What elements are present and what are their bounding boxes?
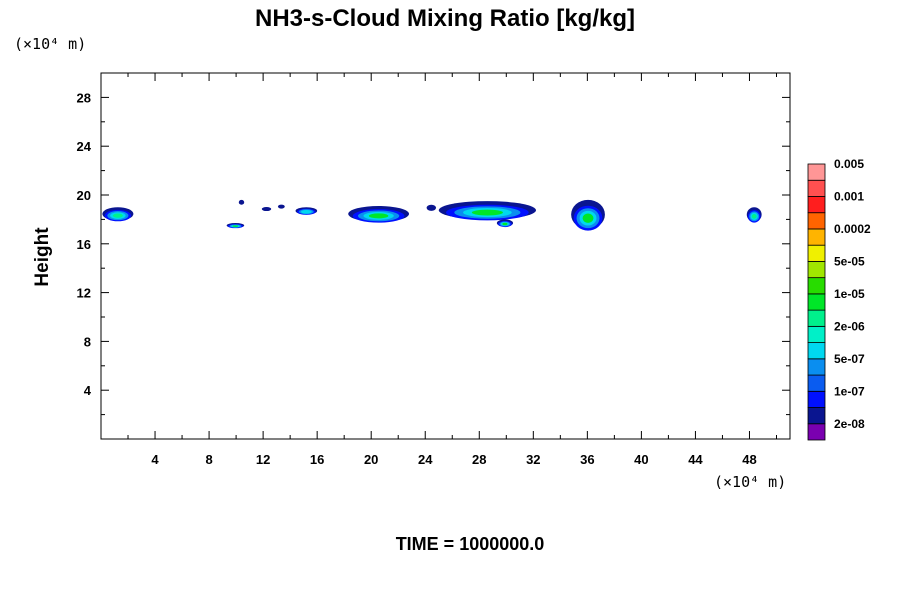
cloud-contour — [471, 209, 503, 216]
colorbar-swatch — [807, 342, 826, 360]
cloud-patch — [226, 223, 245, 229]
cloud-contour — [277, 204, 285, 209]
x-tick-label: 36 — [580, 452, 594, 467]
x-tick-label: 8 — [205, 452, 212, 467]
cloud-patch — [295, 207, 318, 215]
y-tick-label: 12 — [77, 286, 91, 301]
y-tick-label: 4 — [84, 383, 92, 398]
x-unit-label: (×10⁴ m) — [714, 473, 786, 491]
colorbar-label: 0.005 — [834, 157, 864, 171]
cloud-patch — [746, 207, 762, 223]
colorbar-swatch — [807, 374, 826, 392]
cloud-layer — [102, 199, 762, 231]
colorbar-label: 2e-06 — [834, 319, 865, 333]
cloud-contour — [368, 213, 389, 219]
cloud-patch — [571, 199, 605, 231]
colorbar-swatch — [807, 423, 826, 441]
cloud-contour — [112, 213, 123, 218]
y-axis-label: Height — [32, 227, 53, 287]
cloud-contour — [582, 213, 594, 223]
cloud-patch — [496, 219, 514, 228]
x-tick-label: 20 — [364, 452, 378, 467]
y-tick-label: 8 — [84, 334, 91, 349]
cloud-contour — [232, 225, 239, 227]
x-tick-label: 44 — [688, 452, 703, 467]
x-tick-label: 4 — [151, 452, 159, 467]
y-unit-label: (×10⁴ m) — [14, 35, 86, 53]
y-tick-label: 28 — [77, 90, 91, 105]
x-tick-label: 24 — [418, 452, 433, 467]
colorbar-swatch — [807, 325, 826, 343]
cloud-contour — [426, 204, 437, 211]
colorbar-label: 0.0002 — [834, 222, 871, 236]
cloud-patch — [348, 205, 410, 223]
cloud-contour — [302, 210, 310, 213]
cloud-contour — [238, 199, 245, 205]
cloud-patch — [426, 204, 437, 211]
y-tick-label: 16 — [77, 237, 91, 252]
colorbar-label: 5e-07 — [834, 352, 865, 366]
colorbar-swatch — [807, 212, 826, 230]
cloud-contour — [502, 222, 508, 226]
colorbar-label: 1e-05 — [834, 287, 865, 301]
colorbar-swatch — [807, 244, 826, 262]
cloud-contour — [751, 214, 757, 219]
colorbar-swatch — [807, 228, 826, 246]
cloud-patch — [102, 207, 134, 222]
colorbar-swatch — [807, 407, 826, 425]
x-tick-label: 12 — [256, 452, 270, 467]
colorbar-swatch — [807, 163, 826, 181]
x-tick-label: 48 — [742, 452, 756, 467]
x-tick-label: 28 — [472, 452, 486, 467]
colorbar-swatch — [807, 179, 826, 197]
x-tick-label: 32 — [526, 452, 540, 467]
colorbar-swatch — [807, 390, 826, 408]
plot-frame — [100, 72, 791, 440]
cloud-patch — [438, 201, 537, 221]
cloud-patch — [261, 207, 272, 212]
colorbar-label: 5e-05 — [834, 254, 865, 268]
colorbar-swatch — [807, 293, 826, 311]
y-tick-label: 20 — [77, 188, 91, 203]
time-label: TIME = 1000000.0 — [396, 534, 545, 554]
colorbar-swatch — [807, 196, 826, 214]
cloud-contour — [261, 207, 272, 212]
colorbar-swatch — [807, 309, 826, 327]
chart-title: NH3-s-Cloud Mixing Ratio [kg/kg] — [255, 5, 635, 32]
cloud-patch — [238, 199, 245, 205]
colorbar: 2e-08 1e-07 5e-07 2e-06 1e-05 5e-05 0.0002 0.00… — [807, 157, 871, 441]
cloud-patch — [277, 204, 285, 209]
colorbar-label: 1e-07 — [834, 384, 865, 398]
colorbar-swatch — [807, 358, 826, 376]
x-tick-label: 16 — [310, 452, 324, 467]
y-tick-label: 24 — [77, 139, 92, 154]
colorbar-swatch — [807, 261, 826, 279]
colorbar-label: 2e-08 — [834, 417, 865, 431]
x-tick-label: 40 — [634, 452, 648, 467]
colorbar-swatch — [807, 277, 826, 295]
colorbar-label: 0.001 — [834, 189, 864, 203]
